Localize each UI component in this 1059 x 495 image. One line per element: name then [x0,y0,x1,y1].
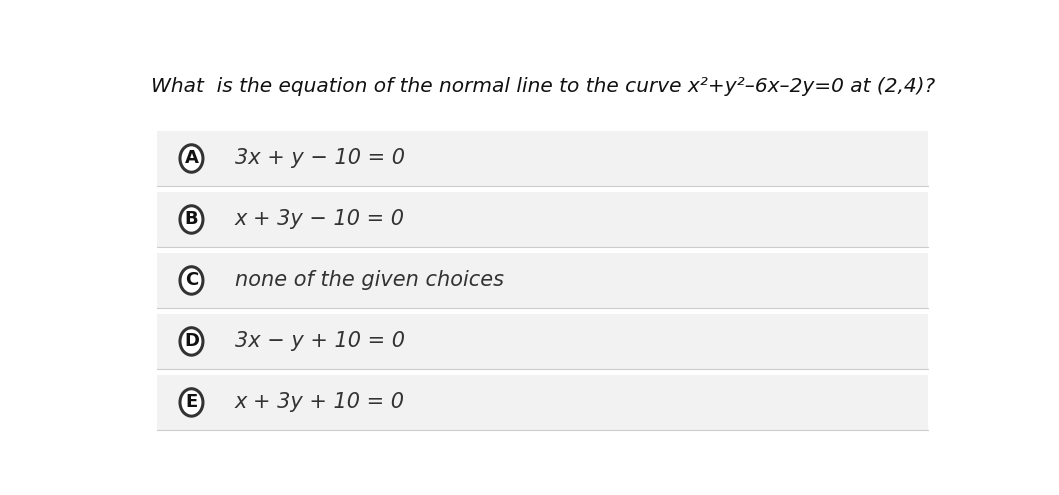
Text: E: E [185,394,198,411]
FancyBboxPatch shape [157,314,929,369]
Text: 3x + y − 10 = 0: 3x + y − 10 = 0 [235,148,405,168]
FancyBboxPatch shape [157,192,929,247]
Text: 3x − y + 10 = 0: 3x − y + 10 = 0 [235,332,405,351]
Text: What  is the equation of the normal line to the curve x²+y²–6x–2y=0 at (2,4)?: What is the equation of the normal line … [150,77,935,96]
FancyBboxPatch shape [157,131,929,186]
Text: none of the given choices: none of the given choices [235,270,504,291]
Text: A: A [184,149,198,167]
Ellipse shape [180,206,203,233]
FancyBboxPatch shape [157,253,929,308]
Ellipse shape [180,145,203,172]
Ellipse shape [180,328,203,355]
Text: x + 3y − 10 = 0: x + 3y − 10 = 0 [235,209,405,230]
Text: B: B [184,210,198,229]
Text: x + 3y + 10 = 0: x + 3y + 10 = 0 [235,393,405,412]
Ellipse shape [180,389,203,416]
Ellipse shape [180,267,203,294]
Text: C: C [185,271,198,290]
FancyBboxPatch shape [157,375,929,430]
Text: D: D [184,333,199,350]
